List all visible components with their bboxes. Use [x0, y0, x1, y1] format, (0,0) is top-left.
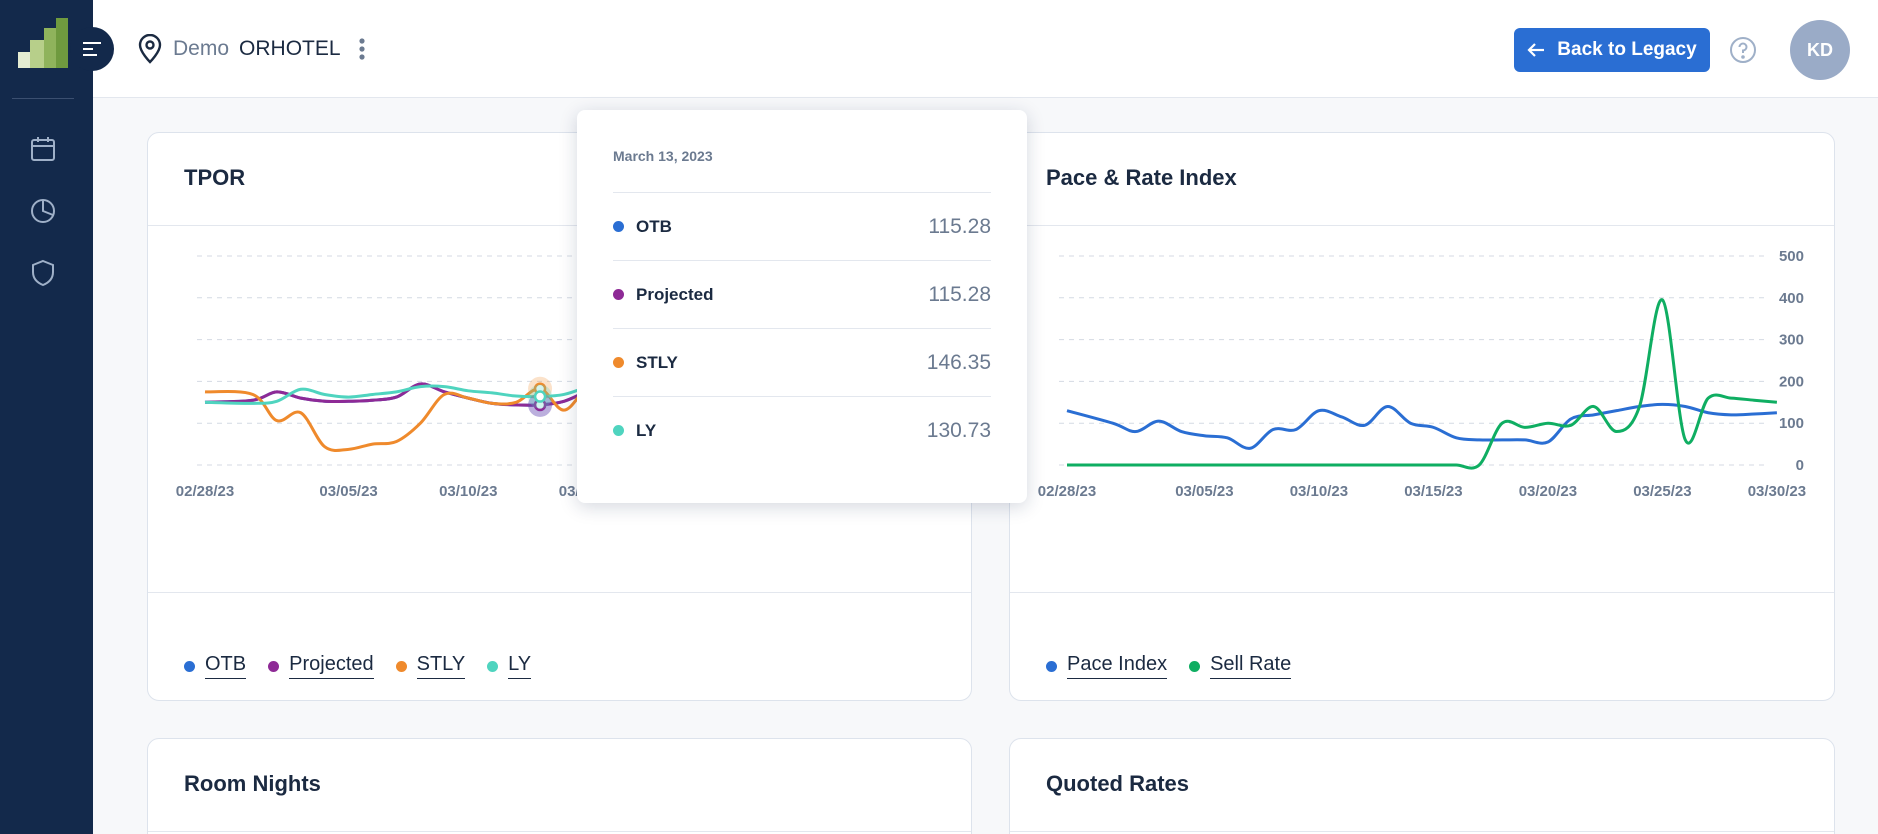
sell-rate-dot [1189, 660, 1201, 672]
stly-dot [395, 660, 407, 672]
user-avatar[interactable]: KD [1790, 20, 1850, 80]
help-icon[interactable] [1729, 36, 1757, 64]
tooltip-value: 115.28 [928, 282, 991, 306]
ly-dot [613, 425, 624, 436]
legend-projected[interactable]: Projected [268, 653, 374, 679]
legend-ly[interactable]: LY [487, 653, 532, 679]
x-tick-label: 03/25/23 [1633, 483, 1691, 500]
tooltip-row-stly: STLY 146.35 [613, 328, 991, 396]
pie-chart-icon[interactable] [28, 196, 58, 226]
legend-otb[interactable]: OTB [184, 653, 247, 679]
tooltip-label: OTB [636, 216, 672, 236]
room-nights-card: Room Nights [147, 738, 972, 834]
legend-label: STLY [416, 653, 466, 679]
sidebar [0, 0, 93, 834]
pace-legend: Pace Index Sell Rate [1046, 653, 1292, 679]
quoted-rates-title: Quoted Rates [1046, 771, 1190, 796]
card-divider [1010, 225, 1834, 226]
x-tick-label: 03/05/23 [1175, 483, 1233, 500]
top-header: Demo ORHOTEL Back to Legacy KD [93, 0, 1878, 98]
tpor-title: TPOR [184, 165, 246, 190]
card-divider [148, 225, 971, 226]
tooltip-label: STLY [636, 352, 678, 372]
tooltip-label: LY [636, 420, 657, 440]
legend-pace-index[interactable]: Pace Index [1046, 653, 1168, 679]
room-nights-title: Room Nights [184, 771, 321, 796]
legend-label: Projected [289, 653, 374, 679]
tooltip-date: March 13, 2023 [613, 148, 713, 164]
legend-label: Sell Rate [1210, 653, 1292, 679]
sidebar-toggle-button[interactable] [70, 27, 114, 71]
pace-index-dot [1046, 660, 1057, 672]
x-tick-label: 02/28/23 [176, 483, 234, 500]
chart-tooltip: March 13, 2023 OTB 115.28 Projected 115.… [577, 110, 1027, 503]
x-tick-label: 03/20/23 [1519, 483, 1577, 500]
y-tick-label: 100 [1779, 415, 1804, 432]
arrow-left-icon [1527, 43, 1545, 57]
calendar-icon[interactable] [28, 134, 58, 164]
legend-label: LY [508, 653, 532, 679]
y-tick-label: 400 [1779, 290, 1804, 307]
more-options-icon[interactable] [358, 37, 365, 61]
y-tick-label: 200 [1779, 373, 1804, 390]
series-line-ly [204, 377, 613, 405]
x-tick-label: 03/30/23 [1748, 483, 1806, 500]
card-divider [148, 831, 971, 832]
ly-dot [487, 660, 499, 672]
legend-label: Pace Index [1067, 653, 1168, 679]
tooltip-value: 130.73 [926, 418, 991, 442]
x-tick-label: 03/10/23 [439, 483, 497, 500]
hotel-selector[interactable]: Demo ORHOTEL [137, 34, 365, 64]
tooltip-row-projected: Projected 115.28 [613, 260, 991, 328]
legend-sell-rate[interactable]: Sell Rate [1189, 653, 1292, 679]
legend-label: OTB [205, 653, 247, 679]
y-tick-label: 500 [1779, 248, 1804, 265]
y-tick-label: 300 [1779, 332, 1804, 349]
series-line-pace-index [1066, 402, 1777, 450]
pace-rate-card: Pace & Rate Index 0 100 200 300 400 500 02/28/… [1009, 132, 1835, 701]
hotel-name: ORHOTEL [239, 37, 341, 60]
pace-rate-title: Pace & Rate Index [1046, 165, 1237, 190]
card-divider [148, 592, 971, 593]
stly-dot [613, 357, 624, 368]
y-tick-label: 0 [1796, 457, 1804, 474]
series-line-projected [204, 380, 613, 407]
tooltip-row-ly: LY 130.73 [613, 396, 991, 464]
card-divider [1010, 592, 1834, 593]
back-to-legacy-label: Back to Legacy [1557, 39, 1697, 60]
card-divider [1010, 831, 1834, 832]
shield-icon[interactable] [28, 258, 58, 288]
hover-point [533, 390, 547, 403]
tpor-legend: OTB Projected STLY LY [184, 653, 532, 679]
hotel-prefix: Demo [173, 37, 230, 60]
back-to-legacy-button[interactable]: Back to Legacy [1514, 28, 1710, 72]
legend-stly[interactable]: STLY [395, 653, 466, 679]
app-logo [18, 18, 68, 68]
tooltip-value: 146.35 [926, 350, 991, 374]
otb-dot [613, 221, 624, 232]
sidebar-divider [12, 98, 74, 99]
x-tick-label: 02/28/23 [1038, 483, 1096, 500]
series-line-stly [204, 377, 613, 452]
quoted-rates-card: Quoted Rates [1009, 738, 1835, 834]
projected-dot [613, 289, 624, 300]
tooltip-label: Projected [636, 284, 714, 304]
x-tick-label: 03/05/23 [319, 483, 377, 500]
tooltip-row-otb: OTB 115.28 [613, 192, 991, 260]
x-tick-label: 03/15/23 [1404, 483, 1462, 500]
location-pin-icon [138, 34, 162, 64]
x-tick-label: 03/10/23 [1290, 483, 1348, 500]
tooltip-value: 115.28 [928, 214, 991, 238]
menu-collapse-icon [83, 42, 101, 56]
series-line-sell-rate [1067, 298, 1778, 470]
projected-dot [268, 660, 280, 672]
otb-dot [184, 660, 195, 672]
pace-rate-chart: 0 100 200 300 400 500 02/28/23 03/05/23 03/10/23… [1038, 248, 1806, 500]
